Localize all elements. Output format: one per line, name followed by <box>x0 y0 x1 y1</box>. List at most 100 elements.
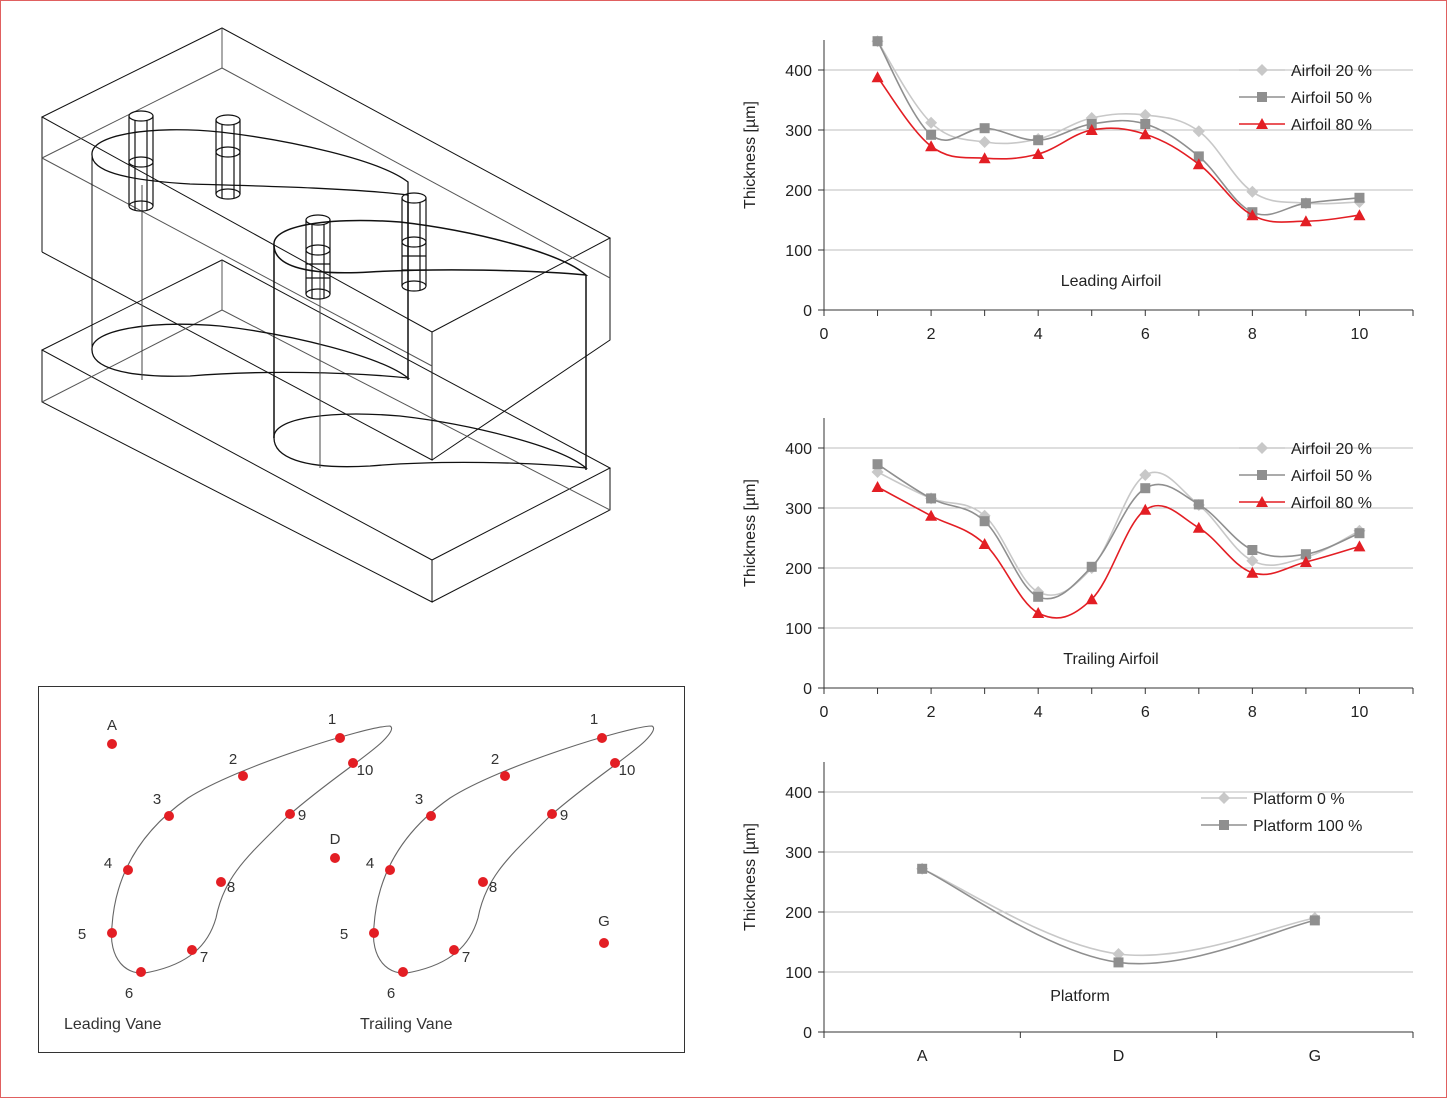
data-point <box>1140 483 1151 494</box>
mold-wireframe-illustration <box>40 27 612 603</box>
legend-label: Airfoil 80 % <box>1291 495 1372 512</box>
leading-point-2 <box>238 771 248 781</box>
legend-label: Airfoil 50 % <box>1291 468 1372 485</box>
data-point <box>1139 128 1152 140</box>
leading-point-1 <box>335 733 345 743</box>
data-point <box>1032 148 1045 159</box>
legend-label: Platform 0 % <box>1253 791 1345 808</box>
y-tick-label: 0 <box>803 303 812 320</box>
trailing-point-9 <box>547 809 557 819</box>
chart-title: Platform <box>1050 988 1110 1005</box>
leading-point-label-5: 5 <box>78 926 86 943</box>
leading-point-8 <box>216 877 226 887</box>
data-point <box>1192 125 1205 138</box>
trailing-point-label-1: 1 <box>590 711 598 728</box>
trailing-point-label-6: 6 <box>387 985 395 1002</box>
y-axis-label: Thickness [µm] <box>742 823 759 931</box>
y-tick-label: 100 <box>785 243 812 260</box>
x-tick-label: D <box>1113 1048 1125 1065</box>
data-point <box>1309 915 1320 926</box>
y-tick-label: 300 <box>785 501 812 518</box>
data-point <box>1193 499 1204 510</box>
data-point <box>1247 545 1258 555</box>
data-point <box>1354 192 1365 203</box>
leading-point-9 <box>285 809 295 819</box>
vane-measurement-points-diagram: 1 2 3 4 5 6 7 8 9 10 1 2 3 4 5 6 7 8 9 10 A D G Leading Vane T… <box>38 686 685 1053</box>
data-point <box>1193 151 1204 162</box>
legend-label: Airfoil 20 % <box>1291 441 1372 458</box>
leading-point-label-10: 10 <box>357 762 374 779</box>
data-point <box>925 509 938 521</box>
y-tick-label: 0 <box>803 681 812 698</box>
y-tick-label: 400 <box>785 63 812 80</box>
x-tick-label: 10 <box>1351 326 1369 343</box>
leading-point-label-1: 1 <box>328 711 336 728</box>
legend-marker <box>1256 118 1268 129</box>
data-point <box>1033 135 1044 146</box>
x-tick-label: 8 <box>1248 704 1257 721</box>
y-tick-label: 300 <box>785 845 812 862</box>
x-tick-label: 6 <box>1141 704 1150 721</box>
leading-point-label-9: 9 <box>298 807 306 824</box>
legend-marker <box>1256 442 1268 454</box>
data-point <box>1246 209 1259 221</box>
data-point <box>1140 119 1151 129</box>
trailing-point-label-2: 2 <box>491 751 499 768</box>
trailing-point-label-10: 10 <box>619 762 636 779</box>
legend-marker <box>1256 496 1268 507</box>
legend-marker <box>1257 470 1267 480</box>
platform-point-label-G: G <box>598 913 610 930</box>
data-point <box>1086 119 1097 129</box>
leading-point-label-4: 4 <box>104 855 112 872</box>
series-line <box>876 76 1360 223</box>
data-point <box>925 140 938 152</box>
y-tick-label: 400 <box>785 441 812 458</box>
y-axis-label: Thickness [µm] <box>742 479 759 587</box>
vane-diagram-border <box>38 686 685 1053</box>
platform-point-D <box>330 853 340 863</box>
series-line <box>876 40 1360 205</box>
leading-point-10 <box>348 758 358 768</box>
trailing-point-8 <box>478 877 488 887</box>
data-point <box>926 493 937 504</box>
trailing-point-10 <box>610 758 620 768</box>
x-tick-label: 4 <box>1034 704 1043 721</box>
data-point <box>1300 198 1311 209</box>
x-tick-label: 10 <box>1351 704 1369 721</box>
data-point <box>1112 948 1125 960</box>
data-point <box>1139 109 1152 121</box>
x-tick-label: G <box>1309 1048 1321 1065</box>
data-point <box>1192 521 1205 533</box>
data-point <box>917 863 928 874</box>
data-point <box>926 129 937 140</box>
series-line <box>877 463 1360 600</box>
legend-label: Airfoil 80 % <box>1291 117 1372 134</box>
series-1 <box>916 862 1321 960</box>
data-point <box>1353 540 1366 552</box>
legend: Platform 0 % Platform 100 % <box>1201 791 1362 835</box>
data-point <box>1086 561 1097 572</box>
trailing-point-5 <box>369 928 379 938</box>
leading-vane-label: Leading Vane <box>64 1016 162 1033</box>
legend-marker <box>1219 820 1229 830</box>
legend-label: Platform 100 % <box>1253 818 1362 835</box>
trailing-point-1 <box>597 733 607 743</box>
data-point <box>1354 528 1365 539</box>
data-point <box>925 116 938 129</box>
data-point <box>1299 215 1312 227</box>
legend: Airfoil 20 % Airfoil 50 % Airfoil 80 % <box>1239 63 1372 134</box>
data-point <box>1192 158 1205 170</box>
series-1 <box>871 466 1366 598</box>
trailing-point-label-9: 9 <box>560 807 568 824</box>
x-tick-label: 8 <box>1248 326 1257 343</box>
leading-point-label-7: 7 <box>200 949 208 966</box>
series-line <box>877 486 1360 619</box>
trailing-point-6 <box>398 967 408 977</box>
trailing-point-7 <box>449 945 459 955</box>
legend-label: Airfoil 20 % <box>1291 63 1372 80</box>
leading-point-6 <box>136 967 146 977</box>
leading-point-7 <box>187 945 197 955</box>
data-point <box>1033 591 1044 602</box>
chart-leading-airfoil: 0 100 200 300 400 0 2 4 6 8 10 Thickness [µm] Leadin… <box>742 35 1414 343</box>
trailing-point-label-8: 8 <box>489 879 497 896</box>
